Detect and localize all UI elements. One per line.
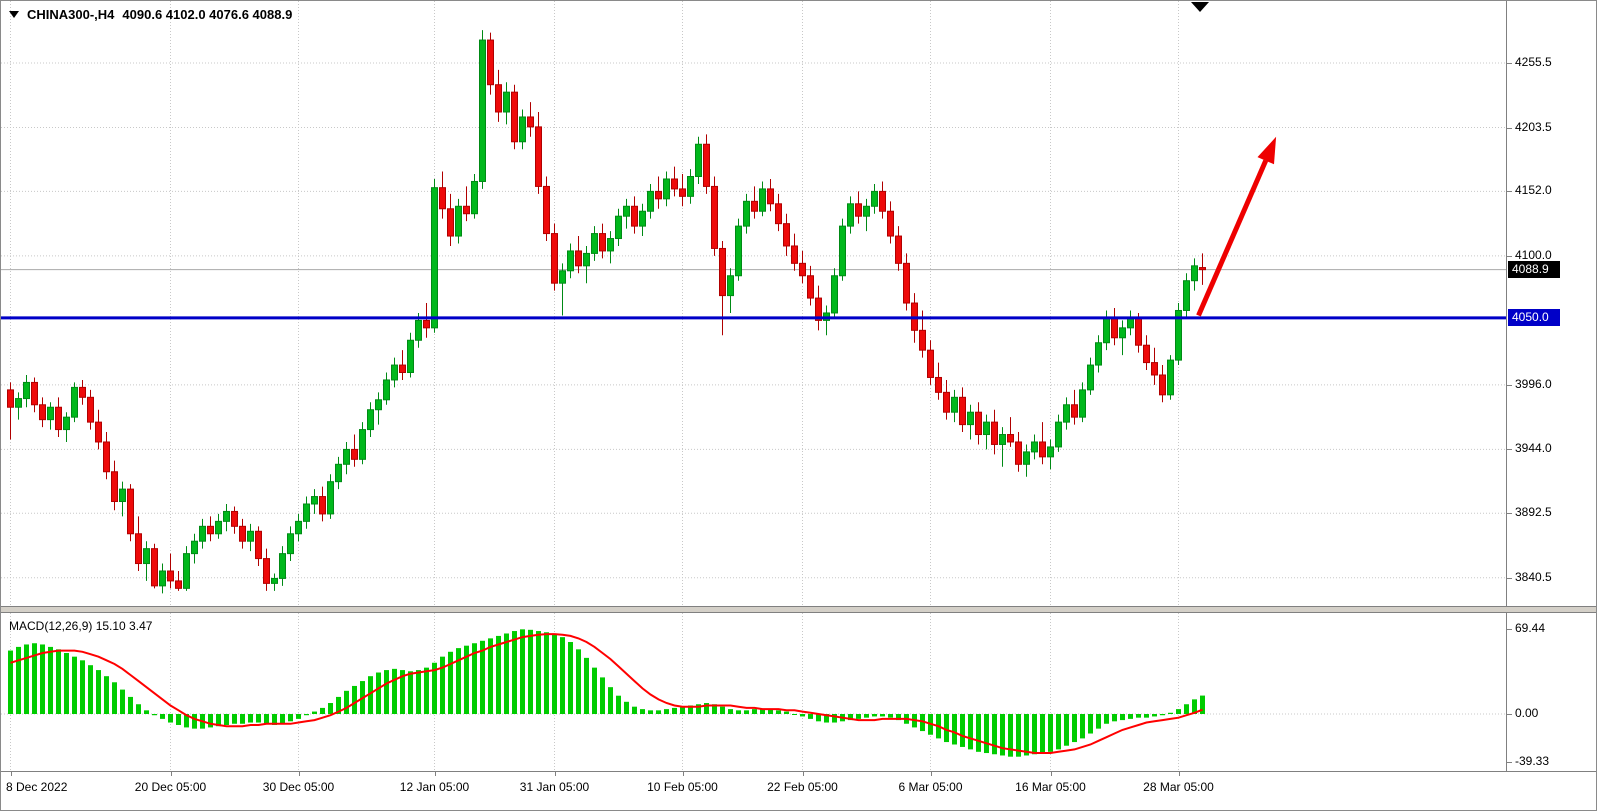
time-axis-tick [682,772,684,776]
macd-signal-line [10,633,1203,754]
macd-axis-label: 69.44 [1515,621,1546,636]
price-axis-tick [1507,449,1512,451]
macd-axis-label: -39.33 [1515,753,1550,768]
time-axis-tick [930,772,932,776]
time-axis-label: 30 Dec 05:00 [262,780,335,794]
time-axis-tick [1050,772,1052,776]
macd-histogram [8,629,1205,757]
price-axis-label: 3996.0 [1515,376,1552,391]
price-axis-tick [1507,513,1512,515]
hline-price-tag: 4050.0 [1508,308,1560,326]
time-axis-label: 8 Dec 2022 [6,780,68,794]
price-axis-tick [1507,384,1512,386]
macd-pane[interactable] [1,613,1506,771]
top-marker-icon[interactable] [1191,2,1209,12]
price-axis-label: 4100.0 [1515,247,1552,262]
price-axis-label: 3840.5 [1515,569,1552,584]
price-axis-label: 4203.5 [1515,119,1552,134]
trend-arrow-head[interactable] [1257,136,1277,165]
time-axis-label: 10 Feb 05:00 [647,780,718,794]
price-axis-tick [1507,127,1512,129]
trend-arrow-shaft[interactable] [1196,159,1269,317]
current-price-tag: 4088.9 [1508,260,1560,278]
time-axis-tick [554,772,556,776]
dropdown-triangle-icon[interactable] [9,11,19,18]
macd-axis-label: 0.00 [1515,706,1539,720]
macd-axis-tick [1507,714,1512,715]
symbol-label: CHINA300-,H4 [27,7,115,22]
time-axis-label: 22 Feb 05:00 [767,780,838,794]
macd-axis-tick [1507,629,1512,631]
price-axis-label: 4152.0 [1515,183,1552,198]
price-axis[interactable]: 4088.9 4050.0 4255.5 4203.5 4152.0 4100.0 39… [1506,1,1596,810]
time-axis-tick [170,772,172,776]
price-axis-label: 4255.5 [1515,55,1552,69]
time-axis-label: 16 Mar 05:00 [1015,780,1086,794]
time-axis-label: 20 Dec 05:00 [134,780,207,794]
price-axis-label: 3892.5 [1515,505,1552,520]
time-axis-label: 12 Jan 05:00 [399,780,470,794]
ohlc-values: 4090.6 4102.0 4076.6 4088.9 [122,7,293,22]
price-axis-tick [1507,255,1512,257]
macd-indicator-label: MACD(12,26,9) 15.10 3.47 [9,619,153,633]
candlestick-series [7,30,1206,594]
time-axis-tick [802,772,804,776]
price-axis-label: 3944.0 [1515,441,1552,456]
price-axis-tick [1507,191,1512,193]
time-axis-tick [10,772,12,776]
time-axis-tick [1178,772,1180,776]
pane-divider[interactable] [1,606,1596,613]
macd-axis-tick [1507,761,1512,763]
price-axis-tick [1507,577,1512,579]
time-axis-label: 31 Jan 05:00 [519,780,590,794]
symbol-header: CHINA300-,H4 4090.6 4102.0 4076.6 4088.9 [9,7,292,22]
price-chart-pane[interactable] [1,1,1506,606]
time-axis-tick [298,772,300,776]
price-axis-tick [1507,63,1512,64]
time-axis[interactable]: 8 Dec 2022 20 Dec 05:00 30 Dec 05:00 12 Jan… [1,771,1596,810]
time-axis-label: 6 Mar 05:00 [898,780,963,794]
time-axis-tick [434,772,436,776]
time-axis-label: 28 Mar 05:00 [1143,780,1214,794]
